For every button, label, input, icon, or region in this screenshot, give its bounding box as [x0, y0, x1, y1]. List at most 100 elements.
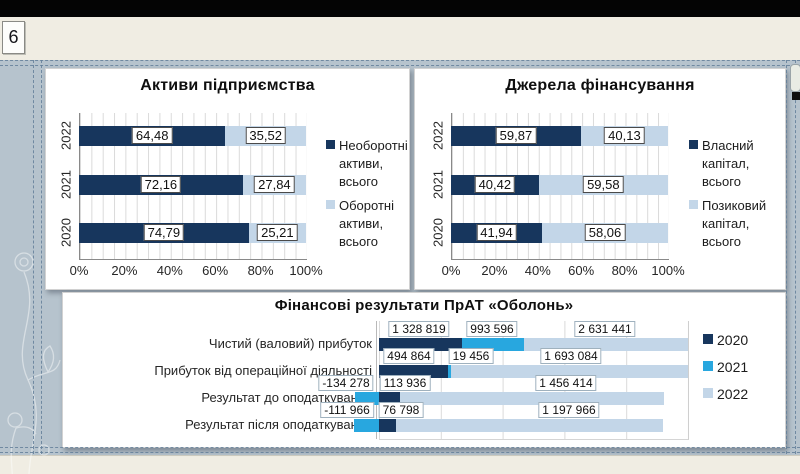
legend-item[interactable]: 2022: [703, 385, 748, 403]
data-label: 494 864: [383, 348, 435, 364]
data-label: 1 328 819: [388, 321, 450, 337]
footer-strip: [0, 455, 800, 474]
data-label: 25,21: [257, 224, 298, 241]
legend-label: Позиковий капітал, всього: [702, 198, 767, 249]
axis-label-year: 2020: [430, 218, 446, 248]
axis-label-year: 2021: [430, 170, 446, 200]
bar-segment-navy[interactable]: [379, 365, 449, 378]
guide-line-vertical: [786, 60, 787, 454]
legend-swatch-icon: [703, 334, 713, 344]
data-label: 76 798: [378, 402, 424, 418]
legend-label: 2022: [717, 386, 749, 402]
category-label: Прибуток від операційної діяльності: [154, 363, 372, 378]
data-label: 58,06: [584, 224, 626, 241]
bar-segment-light[interactable]: [396, 419, 664, 432]
chart-title: Фінансові результати ПрАТ «Оболонь»: [274, 297, 574, 314]
bar-segment-light[interactable]: [523, 338, 688, 351]
slide-number-placeholder[interactable]: 6: [2, 21, 25, 54]
category-label: Результат після оподаткування: [185, 417, 372, 432]
scroll-widget-icon[interactable]: [792, 92, 800, 100]
legend-label: 2021: [717, 359, 749, 375]
data-label: -111 966: [320, 402, 374, 418]
legend-item[interactable]: Власний капітал, всього: [689, 137, 754, 191]
chart-panel-financing[interactable]: Джерела фінансування 59,87 40,13 2022 40,42…: [414, 68, 786, 290]
bar-segment-cyan[interactable]: [354, 419, 379, 432]
bar-segment-navy[interactable]: [379, 338, 462, 351]
axis-tick-label: 0%: [69, 263, 89, 278]
guide-line-horizontal: [0, 60, 800, 61]
bar-segment-navy[interactable]: [379, 419, 397, 432]
legend-label: Власний капітал, всього: [702, 138, 754, 189]
guide-line-horizontal: [0, 452, 800, 453]
data-label: 74,79: [143, 224, 185, 241]
legend-label: Необоротні активи, всього: [339, 138, 408, 189]
legend-item[interactable]: Позиковий капітал, всього: [689, 197, 766, 251]
data-label: 19 456: [448, 348, 494, 364]
axis-tick-label: 80%: [611, 263, 638, 278]
data-label: 1 693 084: [540, 348, 602, 364]
data-label: 40,42: [474, 176, 516, 193]
axis-tick-label: 40%: [524, 263, 551, 278]
scrollbar-thumb[interactable]: [790, 64, 800, 92]
legend-swatch-icon: [326, 140, 335, 149]
chart-title: Активи підприємства: [140, 77, 315, 94]
legend-label: 2020: [717, 332, 749, 348]
data-label: 35,52: [245, 127, 286, 144]
chart-panel-assets[interactable]: Активи підприємства 64,48 35,52 2022 72,16 2…: [45, 68, 410, 290]
data-label: 1 456 414: [535, 375, 597, 391]
axis-tick-label: 100%: [289, 263, 323, 278]
axis-label-year: 2022: [430, 121, 446, 151]
data-label: 64,48: [131, 127, 173, 144]
bar-segment-cyan[interactable]: [448, 365, 451, 378]
legend-swatch-icon: [703, 388, 713, 398]
axis-tick-label: 20%: [111, 263, 138, 278]
data-label: 27,84: [254, 176, 295, 193]
data-label: 41,94: [476, 224, 517, 241]
guide-line-vertical: [795, 60, 796, 454]
category-axis-line: [376, 321, 377, 439]
bar-segment-navy[interactable]: [379, 392, 400, 405]
axis-tick-label: 60%: [202, 263, 229, 278]
legend-swatch-icon: [689, 140, 698, 149]
legend-item[interactable]: 2020: [703, 331, 748, 349]
data-label: -134 278: [318, 375, 374, 391]
guide-line-vertical: [41, 60, 42, 454]
legend-item[interactable]: 2021: [703, 358, 748, 376]
data-label: 59,87: [495, 127, 537, 144]
slide-number: 6: [8, 27, 19, 47]
guide-line-horizontal: [0, 65, 800, 66]
data-label: 1 197 966: [538, 402, 600, 418]
chart-panel-financial-results[interactable]: Фінансові результати ПрАТ «Оболонь» Чист…: [62, 292, 786, 448]
axis-tick-label: 100%: [651, 263, 685, 278]
legend-swatch-icon: [703, 361, 713, 371]
axis-label-year: 2020: [58, 218, 74, 248]
bar-segment-light[interactable]: [399, 392, 664, 405]
guide-line-vertical: [33, 60, 34, 454]
axis-tick-label: 80%: [247, 263, 274, 278]
data-label: 40,13: [604, 127, 645, 144]
bar-segment-light[interactable]: [450, 365, 688, 378]
chart-title: Джерела фінансування: [505, 77, 695, 94]
axis-tick-label: 20%: [481, 263, 508, 278]
title-bar: [0, 0, 800, 17]
axis-tick-label: 60%: [568, 263, 595, 278]
legend-swatch-icon: [326, 200, 335, 209]
data-label: 72,16: [140, 176, 182, 193]
axis-tick-label: 0%: [441, 263, 461, 278]
header-strip: 6: [0, 17, 800, 61]
legend-item[interactable]: Необоротні активи, всього: [326, 137, 408, 191]
axis-label-year: 2021: [58, 170, 74, 200]
legend-item[interactable]: Оборотні активи, всього: [326, 197, 394, 251]
category-label: Чистий (валовий) прибуток: [208, 336, 372, 351]
category-label: Результат до оподаткування: [201, 390, 372, 405]
data-label: 59,58: [583, 176, 624, 193]
legend-label: Оборотні активи, всього: [339, 198, 394, 249]
legend-swatch-icon: [689, 200, 698, 209]
bar-segment-cyan[interactable]: [461, 338, 524, 351]
data-label: 113 936: [379, 375, 431, 391]
data-label: 2 631 441: [574, 321, 636, 337]
data-label: 993 596: [466, 321, 518, 337]
axis-tick-label: 40%: [156, 263, 183, 278]
bar-segment-cyan[interactable]: [354, 392, 379, 405]
